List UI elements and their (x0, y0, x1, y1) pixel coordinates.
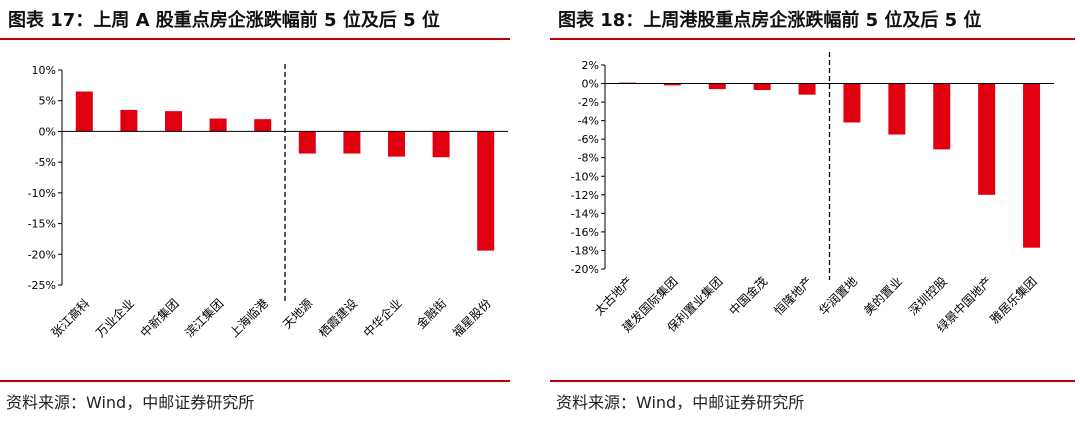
category-label: 中新集团 (137, 296, 182, 341)
y-tick-label: 0% (582, 78, 599, 91)
y-tick-label: -25% (28, 279, 56, 292)
title-divider (0, 38, 510, 40)
y-tick-label: 5% (39, 95, 56, 108)
bar (343, 131, 361, 154)
left-chart-panel: 图表 17：上周 A 股重点房企涨跌幅前 5 位及后 5 位 10% 5% 0% -5… (0, 0, 530, 426)
category-label: 中华企业 (360, 296, 405, 341)
bar (209, 118, 227, 132)
bar (753, 83, 771, 91)
bar (254, 119, 272, 132)
category-label: 万业企业 (92, 296, 137, 341)
category-label: 太古地产 (591, 274, 636, 319)
y-tick-label: -20% (571, 263, 599, 276)
bar (298, 131, 316, 154)
category-label: 华润置地 (816, 274, 860, 318)
category-label: 金融街 (413, 296, 449, 332)
y-tick-label: -5% (35, 156, 56, 169)
category-label: 雅居乐集团 (987, 274, 1040, 327)
y-tick-label: 0% (39, 125, 56, 138)
bar-chart-a-share: 10% 5% 0% -5% -10% -15% -20% -25% 张江高科 万业企业 中新集团 滨江… (28, 64, 508, 341)
category-label: 恒隆地产 (771, 274, 816, 319)
bar (165, 111, 182, 132)
category-label: 上海临港 (226, 296, 271, 341)
category-label: 张江高科 (48, 296, 93, 341)
bar (798, 83, 816, 95)
y-tick-label: -15% (28, 218, 56, 231)
category-label: 天地源 (280, 296, 315, 331)
bar (75, 91, 93, 132)
bar (888, 83, 906, 135)
y-tick-label: -20% (28, 248, 56, 261)
y-tick-label: -18% (571, 244, 599, 257)
y-tick-label: -8% (578, 152, 599, 165)
y-tick-label: -4% (578, 115, 599, 128)
source-divider (0, 380, 510, 382)
category-label: 福星股份 (449, 296, 494, 341)
bar (477, 131, 495, 251)
category-label: 滨江集团 (182, 296, 227, 341)
y-tick-label: -10% (28, 187, 56, 200)
bar-chart-hk-share: 2% 0% -2% -4% -6% -8% -10% -12% -14% -16% -18% -20%… (571, 52, 1054, 335)
source-note: 资料来源：Wind，中邮证券研究所 (6, 393, 255, 412)
y-tick-label: -2% (578, 96, 599, 109)
y-tick-label: 2% (582, 59, 599, 72)
bar (843, 83, 861, 123)
y-tick-label: -6% (578, 133, 599, 146)
bar (388, 131, 405, 157)
y-tick-label: -16% (571, 226, 599, 239)
source-divider (550, 380, 1075, 382)
bar (1023, 83, 1041, 248)
bar (978, 83, 996, 195)
bar (933, 83, 951, 150)
y-tick-label: 10% (32, 64, 56, 77)
source-note: 资料来源：Wind，中邮证券研究所 (556, 393, 805, 412)
y-tick-label: -12% (571, 189, 599, 202)
category-label: 深圳控股 (906, 274, 950, 318)
chart-title: 图表 18：上周港股重点房企涨跌幅前 5 位及后 5 位 (558, 10, 982, 31)
category-label: 中国金茂 (726, 274, 771, 319)
bar (432, 131, 450, 158)
bar (708, 83, 726, 90)
category-label: 栖霞建设 (315, 296, 360, 341)
chart-title: 图表 17：上周 A 股重点房企涨跌幅前 5 位及后 5 位 (8, 10, 440, 31)
y-tick-label: -14% (571, 207, 599, 220)
title-divider (550, 38, 1075, 40)
bar (663, 83, 681, 86)
bar (120, 109, 138, 132)
y-tick-label: -10% (571, 170, 599, 183)
category-label: 美的置业 (860, 274, 905, 319)
right-chart-panel: 图表 18：上周港股重点房企涨跌幅前 5 位及后 5 位 2% 0% -2% -4% -… (550, 0, 1080, 426)
